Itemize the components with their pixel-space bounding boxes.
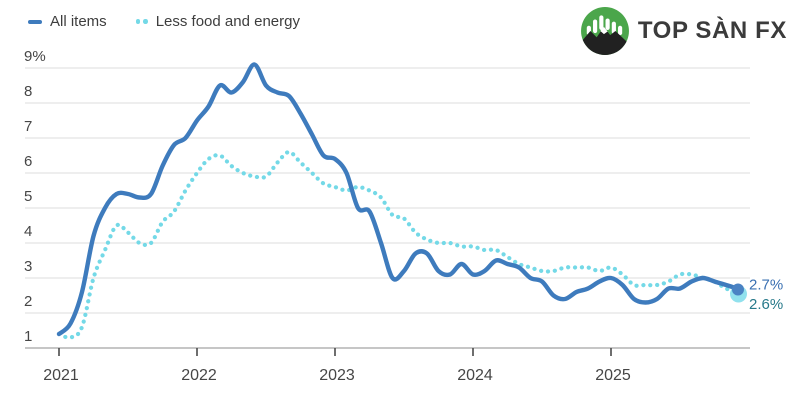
y-axis-label: 7 (24, 118, 32, 135)
legend-item-less-food-energy: Less food and energy (135, 13, 300, 30)
y-axis-label: 5 (24, 188, 32, 205)
legend-label-less-food-energy: Less food and energy (155, 13, 300, 30)
less-food-energy-line (56, 149, 740, 340)
all-items-line-swatch (28, 19, 42, 24)
all-items-line (56, 62, 740, 337)
brand-logo: TOP SÀN FX (580, 6, 787, 56)
legend-label-all-items: All items (50, 13, 107, 30)
x-axis-label: 2021 (43, 367, 79, 384)
y-axis-label: 9% (24, 48, 46, 65)
y-axis-label: 1 (24, 328, 32, 345)
y-axis-label: 8 (24, 83, 32, 100)
x-axis-label: 2022 (181, 367, 217, 384)
dotted-line-swatch (135, 19, 148, 24)
y-axis-label: 4 (24, 223, 32, 240)
y-axis-label: 6 (24, 153, 32, 170)
legend-item-all-items: All items (28, 13, 107, 30)
y-axis-label: 3 (24, 258, 32, 275)
less-food-energy-end-label: 2.6% (749, 296, 783, 313)
y-axis-label: 2 (24, 293, 32, 310)
chart-legend: All items Less food and energy (28, 13, 300, 30)
x-axis-label: 2023 (319, 367, 355, 384)
all-items-end-label: 2.7% (749, 277, 783, 294)
x-axis-label: 2024 (457, 367, 493, 384)
mountain-chart-logo-icon (580, 7, 629, 55)
all-items-end-dot (732, 283, 744, 296)
brand-name: TOP SÀN FX (637, 17, 787, 44)
x-axis-label: 2025 (595, 367, 631, 384)
